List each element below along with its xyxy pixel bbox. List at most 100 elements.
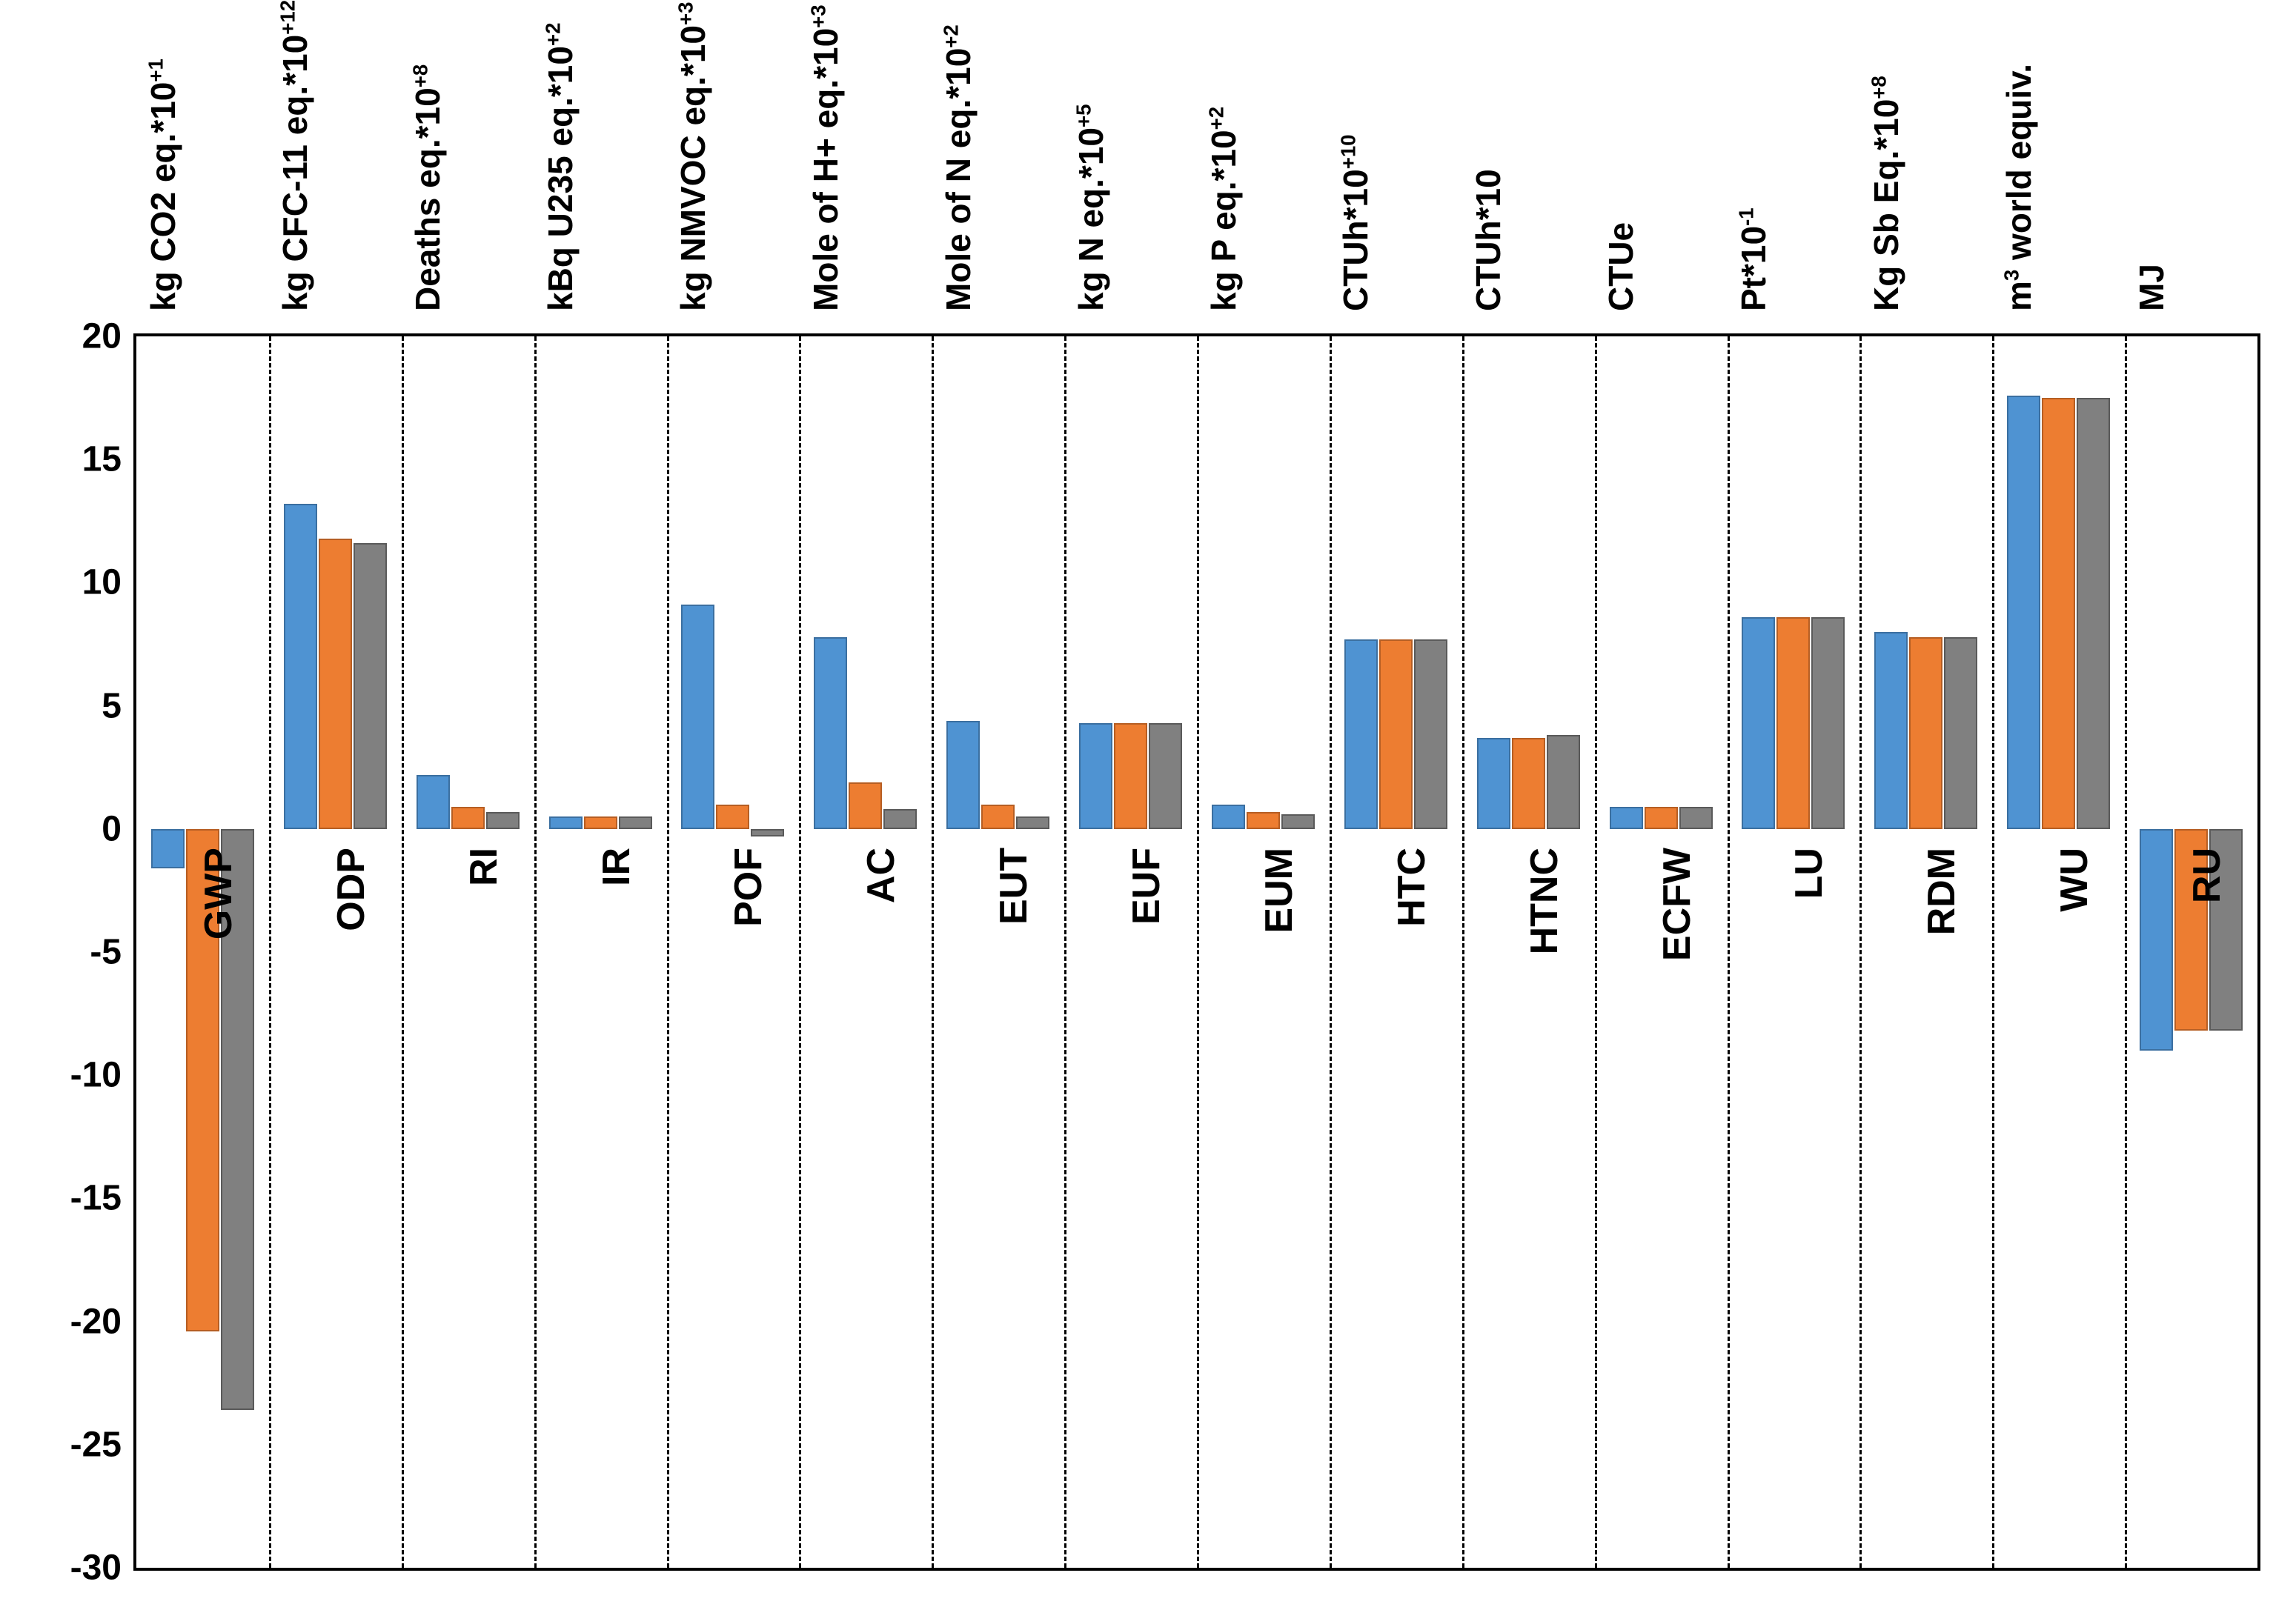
bar bbox=[1281, 814, 1315, 829]
bar bbox=[1909, 637, 1942, 829]
unit-label: kg P eq.*10+2 bbox=[1204, 107, 1244, 311]
category-divider bbox=[1330, 336, 1332, 1568]
y-tick-label: -10 bbox=[70, 1055, 136, 1096]
category-label: RU bbox=[2185, 848, 2229, 903]
category-divider bbox=[1728, 336, 1730, 1568]
unit-label: CTUh*10 bbox=[1468, 169, 1508, 311]
y-tick-label: -5 bbox=[90, 932, 136, 973]
bar bbox=[681, 605, 714, 828]
bar bbox=[814, 637, 847, 829]
bar bbox=[2007, 396, 2040, 829]
unit-label: kg NMVOC eq.*10+3 bbox=[673, 2, 713, 311]
bar bbox=[1344, 639, 1378, 829]
category-label: EUF bbox=[1124, 848, 1169, 925]
category-label: ECFW bbox=[1655, 848, 1699, 961]
unit-label: Deaths eq.*10+8 bbox=[408, 64, 448, 311]
category-label: ODP bbox=[329, 848, 374, 931]
category-label: LU bbox=[1787, 848, 1831, 899]
unit-label: Pt*10-1 bbox=[1733, 207, 1774, 311]
bar bbox=[451, 807, 485, 829]
bar bbox=[1114, 723, 1147, 829]
bar bbox=[284, 504, 317, 829]
bar bbox=[1874, 632, 1908, 829]
bar bbox=[1079, 723, 1112, 829]
bar bbox=[946, 721, 980, 829]
category-label: AC bbox=[859, 848, 903, 903]
bar bbox=[1016, 816, 1049, 829]
chart-stage: 20 15 10 5 0 -5 -10 -15 -20 -25 -30 GWP ODP RI IR POF AC… bbox=[0, 0, 2296, 1610]
category-divider bbox=[402, 336, 404, 1568]
category-divider bbox=[1595, 336, 1597, 1568]
bar bbox=[549, 816, 583, 829]
category-label: HTNC bbox=[1522, 848, 1567, 954]
bar bbox=[1645, 807, 1678, 829]
bar bbox=[751, 829, 784, 836]
bar bbox=[584, 816, 617, 829]
category-label: HTC bbox=[1390, 848, 1434, 927]
bar bbox=[2077, 398, 2110, 829]
bar bbox=[417, 775, 450, 829]
category-label: POF bbox=[726, 848, 771, 927]
category-label: EUT bbox=[992, 848, 1036, 925]
bar bbox=[1610, 807, 1643, 829]
unit-label: Mole of N eq.*10+2 bbox=[938, 24, 978, 311]
bar bbox=[1776, 617, 1810, 829]
bar bbox=[1512, 738, 1545, 829]
category-label: EUM bbox=[1257, 848, 1301, 934]
y-tick-label: -20 bbox=[70, 1301, 136, 1342]
unit-label: CTUe bbox=[1601, 222, 1641, 311]
y-tick-label: 15 bbox=[82, 439, 136, 480]
category-label: IR bbox=[594, 848, 639, 886]
category-divider bbox=[799, 336, 801, 1568]
unit-label: kg CFC-11 eq.*10+12 bbox=[275, 0, 315, 311]
category-label: GWP bbox=[196, 848, 241, 939]
bar bbox=[1212, 805, 1245, 829]
bar bbox=[486, 812, 520, 829]
y-tick-label: -30 bbox=[70, 1548, 136, 1589]
y-tick-label: 5 bbox=[102, 685, 136, 726]
bar bbox=[883, 809, 917, 829]
bar bbox=[1742, 617, 1775, 829]
category-divider bbox=[1197, 336, 1199, 1568]
unit-label: Mole of H+ eq.*10+3 bbox=[806, 4, 846, 311]
y-tick-label: 10 bbox=[82, 562, 136, 603]
unit-label: Kg Sb Eq.*10+8 bbox=[1866, 76, 1906, 311]
category-divider bbox=[932, 336, 934, 1568]
unit-label: kBq U235 eq.*10+2 bbox=[540, 23, 580, 311]
bar bbox=[1149, 723, 1182, 829]
y-tick-label: 0 bbox=[102, 808, 136, 849]
bar bbox=[2042, 398, 2075, 829]
bar bbox=[849, 782, 882, 829]
bar bbox=[151, 829, 185, 868]
bar bbox=[354, 543, 387, 829]
category-divider bbox=[1992, 336, 1994, 1568]
category-divider bbox=[1859, 336, 1862, 1568]
category-divider bbox=[1462, 336, 1464, 1568]
category-divider bbox=[1064, 336, 1066, 1568]
y-tick-label: -25 bbox=[70, 1424, 136, 1465]
bar bbox=[716, 805, 749, 829]
category-label: RI bbox=[462, 848, 506, 886]
bar bbox=[1547, 735, 1580, 828]
category-divider bbox=[534, 336, 537, 1568]
bar bbox=[319, 539, 352, 829]
bar bbox=[1379, 639, 1413, 829]
category-divider bbox=[269, 336, 271, 1568]
unit-label: kg CO2 eq.*10+1 bbox=[143, 59, 183, 311]
y-tick-label: 20 bbox=[82, 316, 136, 357]
category-divider bbox=[2125, 336, 2127, 1568]
bar bbox=[1679, 807, 1713, 829]
unit-label: MJ bbox=[2131, 264, 2171, 311]
bar bbox=[1944, 637, 1977, 829]
bar bbox=[619, 816, 652, 829]
plot-area: 20151050-5-10-15-20-25-30GWPODPRIIRPOFAC… bbox=[133, 333, 2260, 1571]
bar bbox=[1247, 812, 1280, 829]
bar bbox=[2140, 829, 2173, 1051]
unit-label: CTUh*10+10 bbox=[1336, 134, 1376, 311]
bar bbox=[981, 805, 1015, 829]
bar bbox=[1477, 738, 1510, 829]
bar bbox=[1414, 639, 1447, 829]
category-divider bbox=[667, 336, 669, 1568]
bar bbox=[1811, 617, 1845, 829]
y-tick-label: -15 bbox=[70, 1178, 136, 1219]
